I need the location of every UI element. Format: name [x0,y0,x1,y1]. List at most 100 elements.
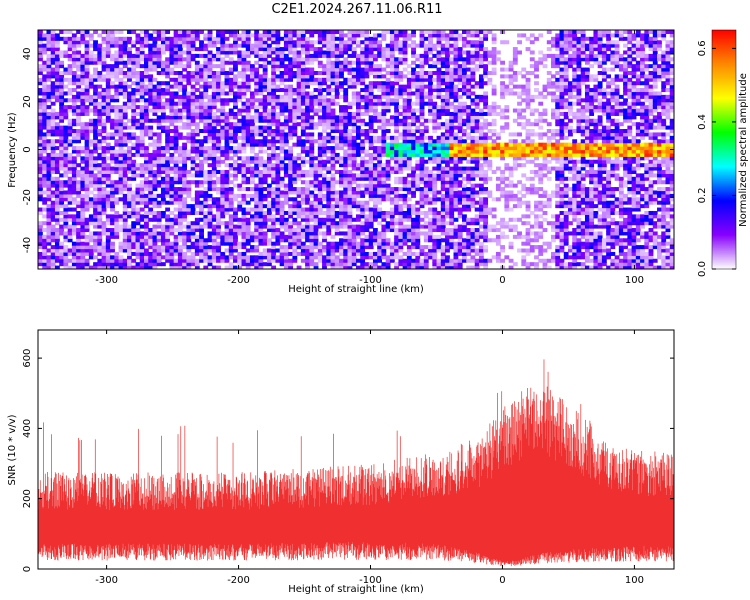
spectrogram-cell [173,159,179,164]
spectrogram-cell [228,81,234,86]
spectrogram-cell [334,115,340,120]
spectrogram-cell [322,245,327,250]
spectrogram-cell [241,33,247,38]
spectrogram-cell [97,111,103,116]
spectrogram-cell [305,197,310,202]
spectrogram-cell [38,231,43,236]
spectrogram-cell [347,169,353,174]
spectrogram-cell [186,135,192,140]
spectrogram-cell [356,251,361,256]
spectrogram-cells [38,30,674,269]
spectrogram-cell [59,88,65,93]
spectrogram-cell [305,81,310,86]
spectrogram-cell [271,70,277,75]
spectrogram-cell [245,135,251,140]
spectrogram-cell [377,156,383,161]
spectrogram-cell [296,204,302,209]
spectrogram-cell [148,265,154,269]
spectrogram-cell [220,173,226,178]
spectrogram-cell [101,265,107,269]
spectrogram-cell [54,64,60,69]
spectrogram-cell [203,88,209,93]
spectrogram-cell [262,214,268,219]
spectrogram-cell [241,146,247,151]
spectrogram-cell [148,234,154,239]
spectrogram-cell [258,258,264,263]
spectrogram-cell [334,77,340,82]
spectrogram-cell [309,255,315,260]
spectrogram-cell [283,30,289,35]
spectrogram-cell [38,183,43,188]
spectrogram-cell [233,135,238,140]
spectrogram-cell [46,176,52,181]
spectrogram-cell [343,88,349,93]
spectrogram-cell [207,224,213,229]
spectrogram-cell [275,166,281,171]
spectrogram-cell [114,53,120,58]
spectrogram-cell [233,50,238,55]
spectrogram-cell [283,173,289,178]
spectrogram-cell [54,40,60,45]
spectrogram-cell [296,30,302,35]
spectrogram-cell [406,183,412,188]
spectrogram-cell [309,33,315,38]
spectrogram-cell [76,98,81,103]
spectrogram-cell [411,241,416,246]
spectrogram-cell [135,190,141,195]
spectrogram-cell [377,210,383,215]
spectrogram-cell [207,193,213,198]
spectrogram-cell [241,125,247,130]
spectrogram-cell [343,81,349,86]
spectrogram-cell [80,265,86,269]
spectrogram-cell [411,234,416,239]
spectrogram-cell [296,152,302,157]
spectrogram-cell [207,169,213,174]
spectrogram-cell [347,248,353,253]
spectrogram-cell [288,98,293,103]
spectrogram-cell [42,258,48,263]
spectrogram-cell [46,70,52,75]
spectrogram-cell [377,67,383,72]
spectrogram-cell [343,231,349,236]
spectrogram-cell [300,50,306,55]
spectrogram-cell [160,60,166,65]
spectrogram-cell [347,67,353,72]
spectrogram-cell [173,36,179,41]
spectrogram-cell [389,50,395,55]
spectrogram-cell [144,156,149,161]
spectrogram-cell [182,77,187,82]
spectrogram-cell [59,152,65,157]
spectrogram-cell [216,245,221,250]
spectrogram-cell [411,210,416,215]
spectrogram-cell [305,132,310,137]
spectrogram-cell [415,221,421,226]
spectrogram-cell [262,67,268,72]
spectrogram-cell [398,166,404,171]
spectrogram-cell [271,207,277,212]
spectrogram-cell [258,217,264,222]
spectrogram-cell [211,36,217,41]
spectrogram-cell [288,224,293,229]
spectrogram-cell [88,122,94,127]
spectrogram-cell [254,265,260,269]
spectrogram-cell [317,149,323,154]
spectrogram-cell [271,187,277,192]
spectrogram-cell [228,180,234,185]
spectrogram-cell [207,57,213,62]
spectrogram-cell [38,139,43,144]
spectrogram-cell [84,217,90,222]
spectrogram-cell [54,156,60,161]
spectrogram-cell [394,105,399,110]
spectrogram-cell [271,139,277,144]
spectrogram-cell [334,221,340,226]
spectrogram-cell [385,241,391,246]
spectrogram-cell [385,173,391,178]
spectrogram-cell [330,146,336,151]
spectrogram-cell [334,47,340,52]
spectrogram-cell [54,228,60,233]
spectrogram-cell [165,166,171,171]
spectrogram-cell [385,77,391,82]
spectrogram-cell [356,228,361,233]
spectrogram-cell [406,214,412,219]
spectrogram-cell [224,60,230,65]
